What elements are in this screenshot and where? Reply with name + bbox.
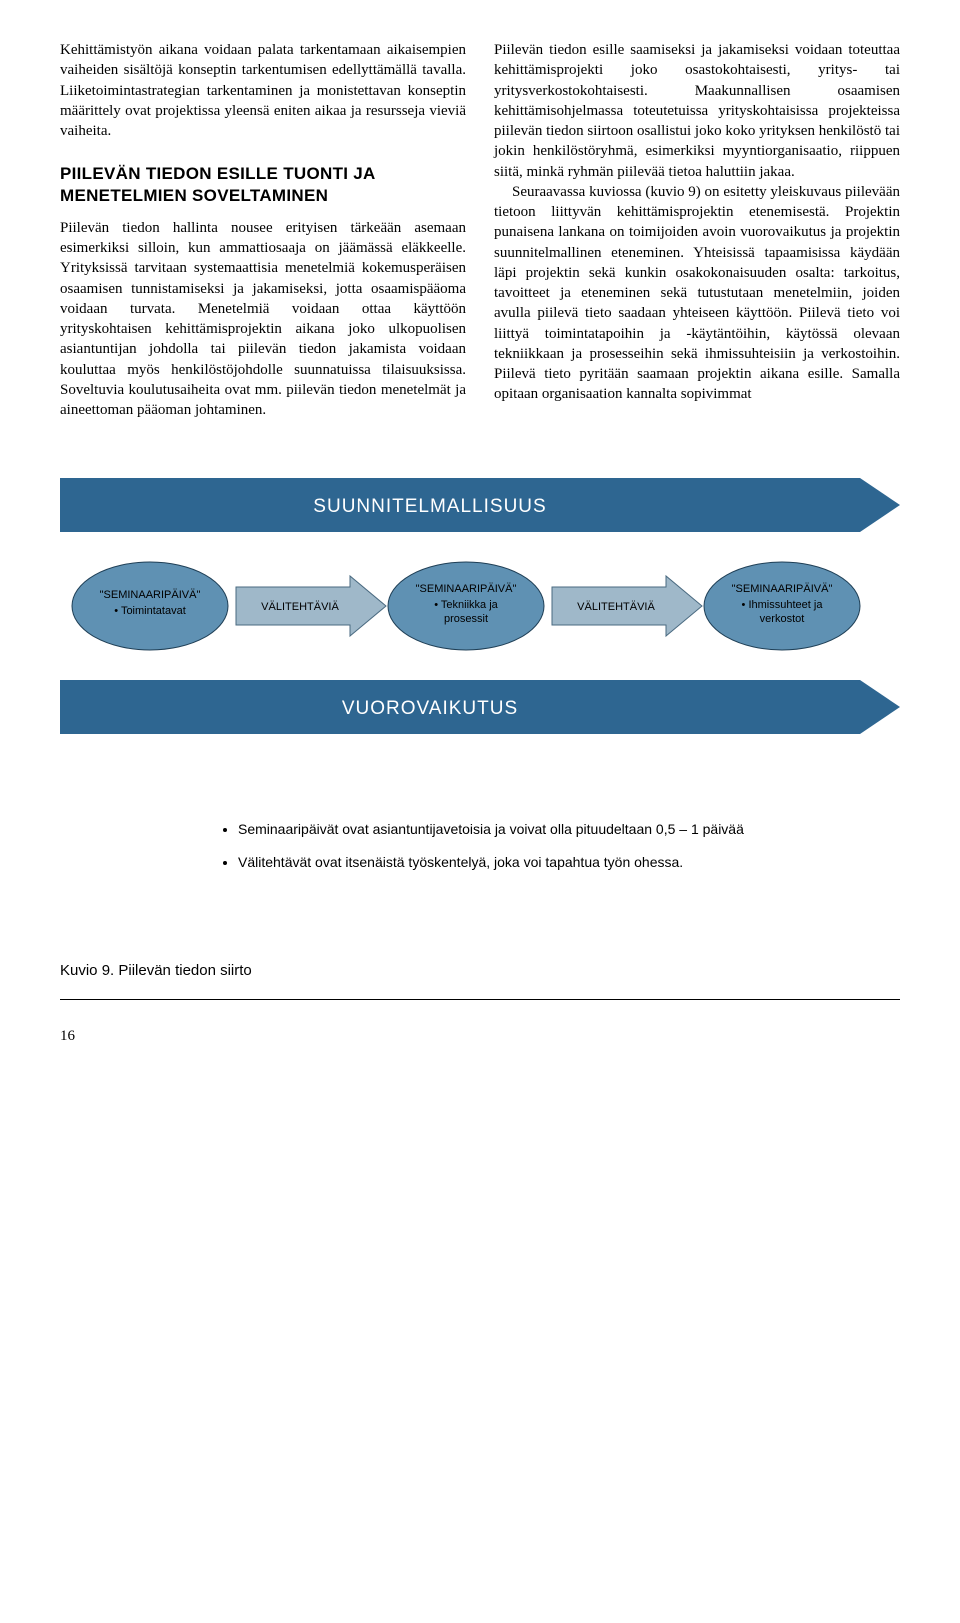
- section-heading: PIILEVÄN TIEDON ESILLE TUONTI JA MENETEL…: [60, 163, 466, 206]
- inter-arrow-2: VÄLITEHTÄVIÄ: [552, 576, 702, 636]
- stage-ellipse-1: "SEMINAARIPÄIVÄ" • Toimintatavat: [72, 562, 228, 650]
- ellipse-3-line2: verkostot: [760, 613, 805, 625]
- text-columns: Kehittämistyön aikana voidaan palata tar…: [60, 40, 900, 420]
- note-2: Välitehtävät ovat itsenäistä työskentely…: [238, 853, 900, 872]
- right-p1: Piilevän tiedon esille saamiseksi ja jak…: [494, 40, 900, 182]
- left-column: Kehittämistyön aikana voidaan palata tar…: [60, 40, 466, 420]
- stage-ellipse-3: "SEMINAARIPÄIVÄ" • Ihmissuhteet ja verko…: [704, 562, 860, 650]
- note-1: Seminaaripäivät ovat asiantuntijavetoisi…: [238, 820, 900, 839]
- arrow-2-label: VÄLITEHTÄVIÄ: [577, 601, 655, 613]
- bottom-banner-label: VUOROVAIKUTUS: [342, 698, 518, 719]
- diagram-notes: Seminaaripäivät ovat asiantuntijavetoisi…: [220, 820, 900, 872]
- right-p2: Seuraavassa kuviossa (kuvio 9) on esitet…: [494, 182, 900, 405]
- inter-arrow-1: VÄLITEHTÄVIÄ: [236, 576, 386, 636]
- ellipse-3-line1: • Ihmissuhteet ja: [742, 599, 824, 611]
- left-p2: Piilevän tiedon hallinta nousee erityise…: [60, 218, 466, 421]
- diagram-container: SUUNNITELMALLISUUS VUOROVAIKUTUS "SEMINA…: [60, 468, 900, 872]
- ellipse-2-line1: • Tekniikka ja: [434, 599, 498, 611]
- ellipse-2-line2: prosessit: [444, 613, 488, 625]
- page-number: 16: [60, 1028, 900, 1045]
- top-banner-label: SUUNNITELMALLISUUS: [313, 496, 546, 517]
- ellipse-3-title: "SEMINAARIPÄIVÄ": [732, 583, 833, 595]
- ellipse-2-title: "SEMINAARIPÄIVÄ": [416, 583, 517, 595]
- top-banner: SUUNNITELMALLISUUS: [60, 478, 900, 532]
- arrow-1-label: VÄLITEHTÄVIÄ: [261, 601, 339, 613]
- bottom-banner: VUOROVAIKUTUS: [60, 680, 900, 734]
- figure-caption: Kuvio 9. Piilevän tiedon siirto: [60, 962, 900, 979]
- stage-ellipse-2: "SEMINAARIPÄIVÄ" • Tekniikka ja prosessi…: [388, 562, 544, 650]
- ellipse-1-line: • Toimintatavat: [114, 605, 186, 617]
- right-column: Piilevän tiedon esille saamiseksi ja jak…: [494, 40, 900, 420]
- left-p1: Kehittämistyön aikana voidaan palata tar…: [60, 40, 466, 141]
- ellipse-1-title: "SEMINAARIPÄIVÄ": [100, 589, 201, 601]
- footer-rule: [60, 999, 900, 1000]
- process-diagram: SUUNNITELMALLISUUS VUOROVAIKUTUS "SEMINA…: [60, 468, 900, 798]
